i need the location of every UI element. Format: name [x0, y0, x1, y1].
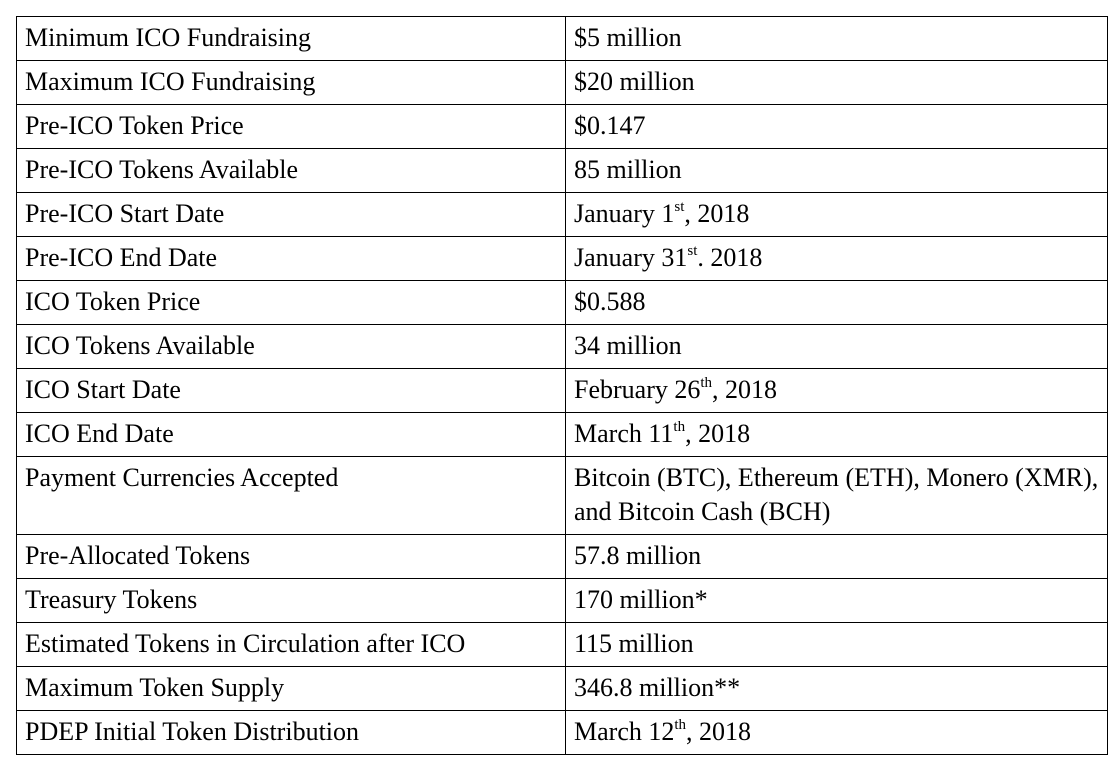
row-label: Pre-ICO End Date — [16, 236, 566, 281]
row-label: Pre-ICO Token Price — [16, 104, 566, 149]
text-part: , 2018 — [686, 717, 752, 746]
table-row: Payment Currencies Accepted Bitcoin (BTC)… — [16, 456, 1108, 535]
text-part: January 1 — [574, 199, 675, 228]
table-row: Pre-ICO Tokens Available 85 million — [16, 148, 1108, 193]
row-value: 34 million — [565, 324, 1108, 369]
ordinal-suffix: st — [674, 199, 685, 215]
text-part: January 31 — [574, 243, 688, 272]
row-value: $20 million — [565, 60, 1108, 105]
row-label: ICO End Date — [16, 412, 566, 457]
ordinal-suffix: th — [674, 717, 687, 733]
row-label: Pre-ICO Start Date — [16, 192, 566, 237]
row-label: Maximum Token Supply — [16, 666, 566, 711]
table-row: Pre-ICO Token Price $0.147 — [16, 104, 1108, 149]
text-part: March 11 — [574, 419, 674, 448]
row-value: 57.8 million — [565, 534, 1108, 579]
table-row: Treasury Tokens 170 million* — [16, 578, 1108, 623]
row-label: PDEP Initial Token Distribution — [16, 710, 566, 755]
row-value: March 11th, 2018 — [565, 412, 1108, 457]
row-value: $0.588 — [565, 280, 1108, 325]
ordinal-suffix: th — [700, 375, 713, 391]
row-value: $0.147 — [565, 104, 1108, 149]
table-row: Maximum Token Supply 346.8 million** — [16, 666, 1108, 711]
table-row: Pre-ICO End Date January 31st. 2018 — [16, 236, 1108, 281]
row-label: Pre-Allocated Tokens — [16, 534, 566, 579]
table-row: Minimum ICO Fundraising $5 million — [16, 16, 1108, 61]
table-row: ICO Start Date February 26th, 2018 — [16, 368, 1108, 413]
table-row: ICO Tokens Available 34 million — [16, 324, 1108, 369]
table-row: ICO End Date March 11th, 2018 — [16, 412, 1108, 457]
row-value: January 31st. 2018 — [565, 236, 1108, 281]
text-part: . 2018 — [697, 243, 763, 272]
row-value: 85 million — [565, 148, 1108, 193]
row-value: January 1st, 2018 — [565, 192, 1108, 237]
row-label: Maximum ICO Fundraising — [16, 60, 566, 105]
row-value: February 26th, 2018 — [565, 368, 1108, 413]
ordinal-suffix: st — [687, 243, 698, 259]
table-row: Pre-Allocated Tokens 57.8 million — [16, 534, 1108, 579]
text-part: February 26 — [574, 375, 701, 404]
row-value: 346.8 million** — [565, 666, 1108, 711]
row-value: $5 million — [565, 16, 1108, 61]
row-label: ICO Tokens Available — [16, 324, 566, 369]
row-label: ICO Token Price — [16, 280, 566, 325]
row-label: Treasury Tokens — [16, 578, 566, 623]
table-row: Pre-ICO Start Date January 1st, 2018 — [16, 192, 1108, 237]
row-value: 115 million — [565, 622, 1108, 667]
table-row: Estimated Tokens in Circulation after IC… — [16, 622, 1108, 667]
table-row: Maximum ICO Fundraising $20 million — [16, 60, 1108, 105]
text-part: March 12 — [574, 717, 675, 746]
row-label: Minimum ICO Fundraising — [16, 16, 566, 61]
text-part: , 2018 — [684, 199, 750, 228]
text-part: , 2018 — [685, 419, 751, 448]
row-label: Pre-ICO Tokens Available — [16, 148, 566, 193]
ico-table: Minimum ICO Fundraising $5 million Maximum… — [16, 16, 1108, 755]
row-label: ICO Start Date — [16, 368, 566, 413]
ordinal-suffix: th — [673, 419, 686, 435]
row-value: March 12th, 2018 — [565, 710, 1108, 755]
row-label: Estimated Tokens in Circulation after IC… — [16, 622, 566, 667]
row-value: 170 million* — [565, 578, 1108, 623]
table-row: PDEP Initial Token Distribution March 12t… — [16, 710, 1108, 755]
row-label: Payment Currencies Accepted — [16, 456, 566, 535]
row-value: Bitcoin (BTC), Ethereum (ETH), Monero (X… — [565, 456, 1108, 535]
table-row: ICO Token Price $0.588 — [16, 280, 1108, 325]
text-part: , 2018 — [712, 375, 778, 404]
